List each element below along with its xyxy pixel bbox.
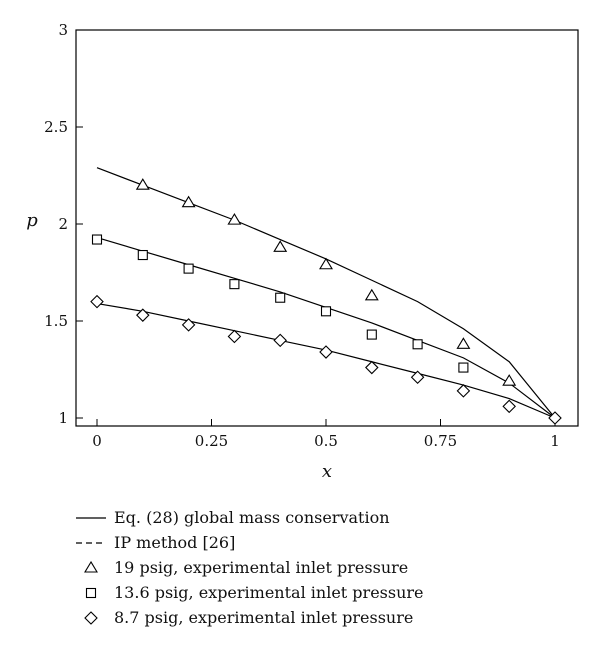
legend-diamond-marker [84,611,98,625]
triangle-data-point [456,337,471,349]
y-tick-label: 3 [58,21,68,39]
legend-label: 13.6 psig, experimental inlet pressure [114,583,424,602]
triangle-data-point [319,257,333,270]
y-axis-label: p [26,210,38,231]
legend-label: IP method [26] [114,533,235,552]
square-data-point [412,339,423,350]
diamond-data-point [90,294,104,309]
diamond-data-point [365,360,379,375]
diamond-data-point [136,308,150,322]
x-tick-label: 0 [92,432,102,450]
legend-square-marker [85,587,97,599]
y-tick-label: 2.5 [44,118,68,136]
legend-item: 13.6 psig, experimental inlet pressure [85,583,424,602]
square-data-point [275,292,286,303]
square-data-point [458,362,469,373]
square-data-point [183,263,194,274]
series-markers [90,178,562,425]
triangle-data-point [135,178,150,190]
square-data-point [91,234,103,245]
x-tick-label: 1 [550,432,560,450]
legend: Eq. (28) global mass conservation IP meth… [76,508,424,627]
legend-item: 8.7 psig, experimental inlet pressure [84,608,413,627]
diamond-data-point [548,411,562,425]
legend-label: 8.7 psig, experimental inlet pressure [114,608,413,627]
triangle-data-point [364,288,379,301]
y-tick-label: 2 [58,215,68,233]
series-line-0 [96,167,556,419]
x-axis-ticks: 0 0.25 0.5 0.75 1 [92,419,560,450]
series-lines [96,167,556,419]
diamond-data-point [181,318,196,332]
series-line-2 [96,302,556,419]
y-tick-label: 1.5 [44,312,68,330]
x-axis-label: x [322,461,332,482]
plot-frame [75,29,579,427]
triangle-data-point [502,374,517,386]
legend-triangle-marker [84,560,98,573]
diamond-data-point [410,370,425,385]
square-data-point [320,306,332,317]
legend-item: IP method [26] [76,533,235,552]
y-tick-label: 1 [58,409,68,427]
legend-label: Eq. (28) global mass conservation [114,508,390,527]
diamond-data-point [502,399,516,414]
diamond-data-point [227,329,242,344]
triangle-data-point [273,240,288,252]
square-data-point [229,279,240,290]
diamond-data-point [273,333,287,348]
square-data-point [366,329,377,340]
square-data-point [137,249,148,261]
x-tick-label: 0.5 [314,432,338,450]
x-tick-label: 0.25 [195,432,228,450]
x-tick-label: 0.75 [424,432,457,450]
diamond-data-point [319,345,333,359]
legend-label: 19 psig, experimental inlet pressure [114,558,408,577]
diamond-data-point [456,384,471,398]
legend-item: 19 psig, experimental inlet pressure [84,558,408,577]
legend-item: Eq. (28) global mass conservation [76,508,390,527]
triangle-data-point [181,195,196,208]
y-axis-ticks: 1 1.5 2 2.5 3 [44,21,83,427]
triangle-data-point [227,213,242,225]
